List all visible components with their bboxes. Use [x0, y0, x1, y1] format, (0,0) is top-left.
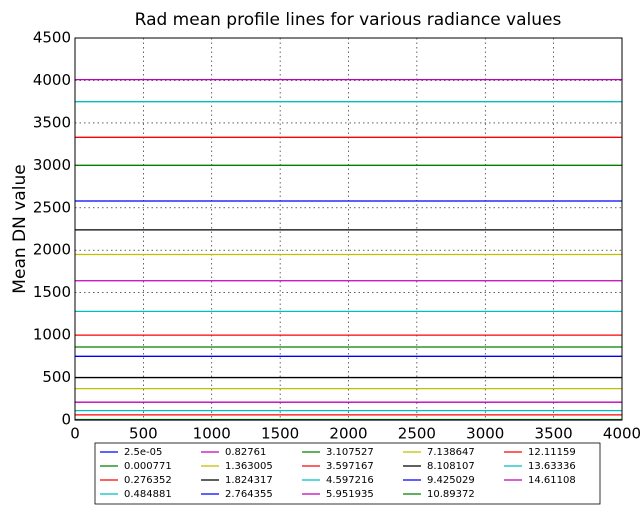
legend-label: 5.951935	[326, 489, 374, 500]
legend-label: 12.11159	[528, 447, 576, 458]
y-tick-label: 4500	[33, 29, 71, 47]
legend-label: 1.824317	[225, 475, 273, 486]
legend-label: 3.107527	[326, 447, 374, 458]
legend-label: 7.138647	[427, 447, 475, 458]
legend-label: 1.363005	[225, 461, 273, 472]
x-tick-label: 1000	[193, 425, 231, 443]
legend-label: 0.276352	[124, 475, 172, 486]
legend-label: 0.82761	[225, 447, 266, 458]
x-tick-label: 3000	[466, 425, 504, 443]
legend-label: 8.108107	[427, 461, 475, 472]
chart-title: Rad mean profile lines for various radia…	[135, 10, 562, 30]
legend-label: 4.597216	[326, 475, 374, 486]
y-tick-label: 1000	[33, 326, 71, 344]
legend-label: 0.000771	[124, 461, 172, 472]
legend-label: 10.89372	[427, 489, 475, 500]
y-tick-label: 2000	[33, 241, 71, 259]
y-tick-label: 2500	[33, 198, 71, 216]
y-tick-label: 500	[42, 368, 71, 386]
x-tick-label: 3500	[535, 425, 573, 443]
x-tick-label: 4000	[603, 425, 641, 443]
legend-label: 3.597167	[326, 461, 374, 472]
y-tick-label: 1500	[33, 283, 71, 301]
x-tick-label: 1500	[261, 425, 299, 443]
x-tick-label: 0	[70, 425, 80, 443]
plot-frame	[74, 37, 623, 421]
legend-box	[94, 442, 601, 505]
x-tick-label: 500	[129, 425, 158, 443]
y-tick-label: 0	[61, 411, 71, 429]
legend-label: 9.425029	[427, 475, 475, 486]
y-axis-label: Mean DN value	[10, 164, 30, 293]
legend-label: 2.5e-05	[124, 447, 162, 458]
y-tick-label: 3500	[33, 113, 71, 131]
x-tick-label: 2000	[329, 425, 367, 443]
legend-label: 14.61108	[528, 475, 576, 486]
y-tick-label: 3000	[33, 156, 71, 174]
y-tick-label: 4000	[33, 71, 71, 89]
legend-label: 0.484881	[124, 489, 172, 500]
legend-label: 2.764355	[225, 489, 273, 500]
legend-label: 13.63336	[528, 461, 576, 472]
x-tick-label: 2500	[398, 425, 436, 443]
